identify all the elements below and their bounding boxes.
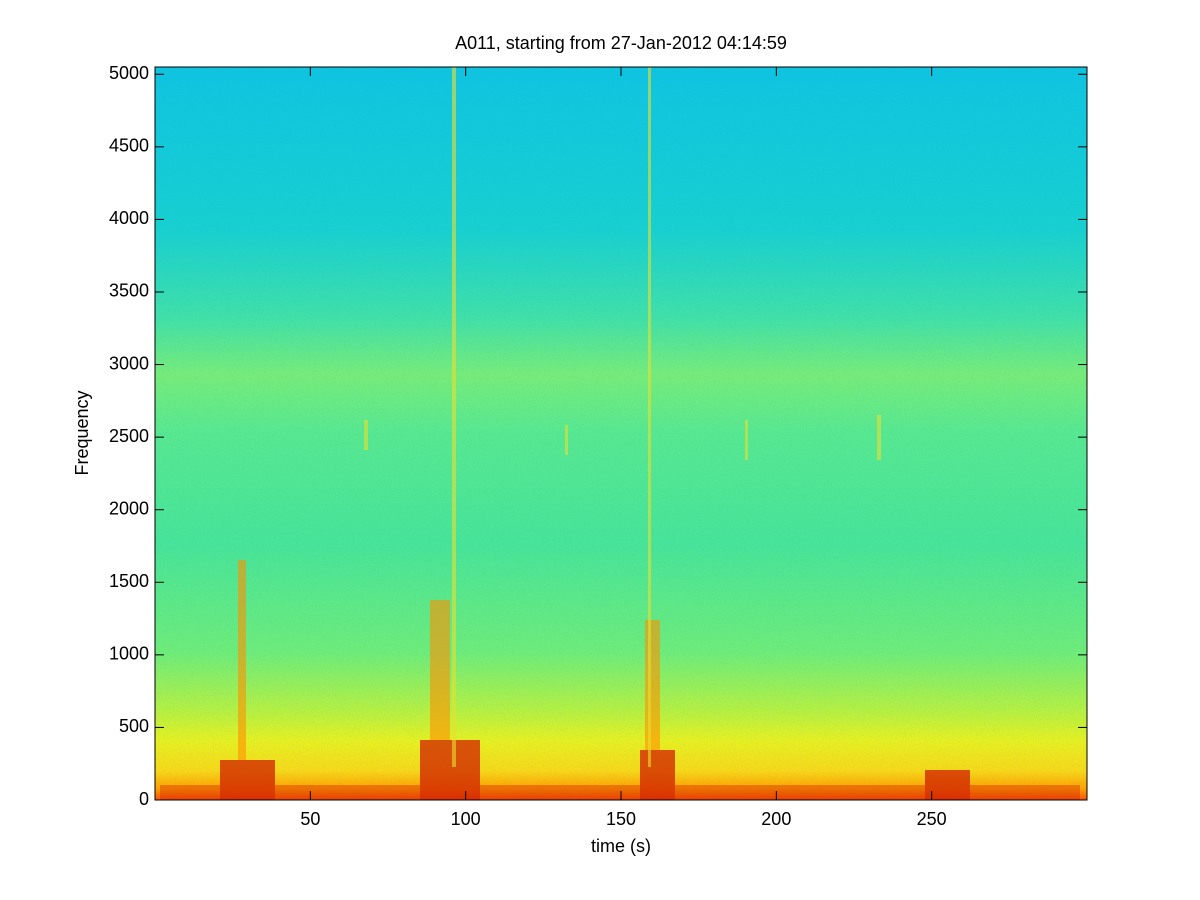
- chart-title: A011, starting from 27-Jan-2012 04:14:59: [455, 33, 787, 53]
- x-axis-label: time (s): [591, 836, 651, 856]
- y-tick-label: 1000: [109, 644, 149, 664]
- y-tick-label: 3500: [109, 281, 149, 301]
- y-tick-label: 500: [119, 716, 149, 736]
- x-tick-label: 200: [761, 809, 791, 829]
- y-tick-label: 4500: [109, 136, 149, 156]
- y-tick-label: 3000: [109, 353, 149, 373]
- y-tick-label: 4000: [109, 208, 149, 228]
- spectrogram-image: [155, 67, 1087, 800]
- x-tick-label: 100: [451, 809, 481, 829]
- x-tick-label: 50: [300, 809, 320, 829]
- y-tick-label: 1500: [109, 571, 149, 591]
- y-axis-label: Frequency: [72, 390, 92, 475]
- y-tick-label: 2000: [109, 498, 149, 518]
- y-tick-label: 2500: [109, 426, 149, 446]
- y-tick-label: 0: [139, 789, 149, 809]
- x-tick-label: 150: [606, 809, 636, 829]
- y-tick-label: 5000: [109, 63, 149, 83]
- x-tick-label: 250: [917, 809, 947, 829]
